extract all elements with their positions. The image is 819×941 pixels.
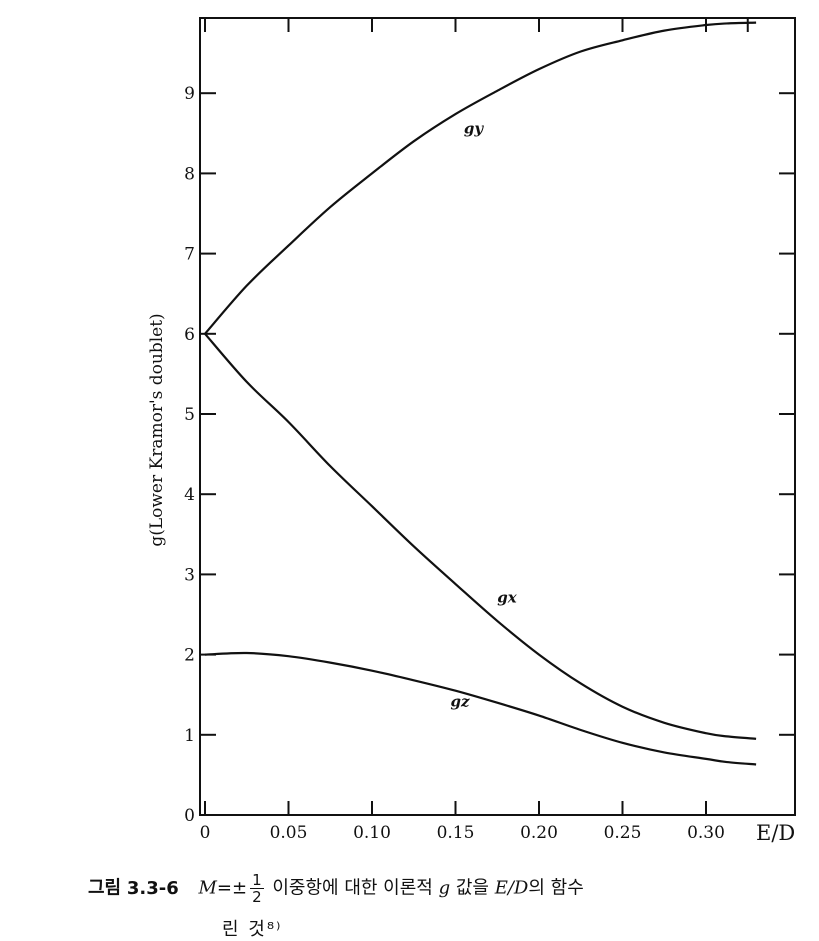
x-tick-label: 0.25 — [604, 823, 642, 843]
caption-text-2: 값을 — [455, 877, 489, 899]
fraction-denominator: 2 — [252, 888, 262, 906]
series-line-g-x — [204, 333, 757, 740]
series-label-g-y: gy — [464, 119, 484, 137]
caption-m-var: M — [198, 877, 217, 899]
x-tick-label: 0.10 — [353, 823, 391, 843]
y-tick-label: 2 — [184, 646, 195, 666]
caption-text-3: 의 함수 — [528, 877, 584, 899]
y-tick-label: 5 — [184, 405, 195, 425]
caption-line-2: 린 것⁸⁾ — [222, 919, 283, 940]
series-label-g-z: gz — [450, 693, 469, 711]
caption-label: 그림 — [88, 877, 122, 899]
x-tick-label: 0.05 — [270, 823, 308, 843]
y-tick-label: 0 — [184, 806, 195, 826]
y-tick-label: 7 — [184, 245, 195, 265]
caption-ed-var: E/D — [494, 877, 529, 899]
x-tick-label: 0 — [200, 823, 211, 843]
y-tick-label: 6 — [184, 325, 195, 345]
plot-frame — [199, 17, 796, 816]
x-tick-label: 0.15 — [437, 823, 475, 843]
x-tick-label: 0.30 — [687, 823, 725, 843]
y-tick-label: 1 — [184, 726, 195, 746]
caption-m-eq: =± — [216, 877, 248, 899]
x-axis-label: E/D — [756, 821, 795, 845]
fraction-numerator: 1 — [250, 872, 264, 889]
caption-g-var: g — [438, 877, 451, 899]
chart: 0 0.05 0.10 0.15 0.20 0.25 0.30 E/D 0 1 2 3 4 5 6 7 8 9 g(… — [147, 17, 796, 845]
y-tick-label: 8 — [184, 164, 195, 184]
caption-text-1: 이중항에 대한 이론적 — [272, 877, 433, 899]
figure-caption: 그림 3.3-6 M=± 1 2 이중항에 대한 이론적 g 값을 E/D의 함수 … — [88, 872, 819, 941]
y-tick-label: 4 — [184, 485, 195, 505]
x-tick-label: 0.20 — [520, 823, 558, 843]
y-tick-label: 9 — [184, 84, 195, 104]
series-line-g-z — [204, 651, 757, 766]
y-axis-label: g(Lower Kramor's doublet) — [147, 313, 167, 546]
series-line-g-y — [204, 21, 757, 335]
y-tick-label: 3 — [184, 565, 195, 585]
series-label-g-x: gx — [497, 588, 517, 606]
caption-number: 3.3-6 — [126, 877, 179, 899]
